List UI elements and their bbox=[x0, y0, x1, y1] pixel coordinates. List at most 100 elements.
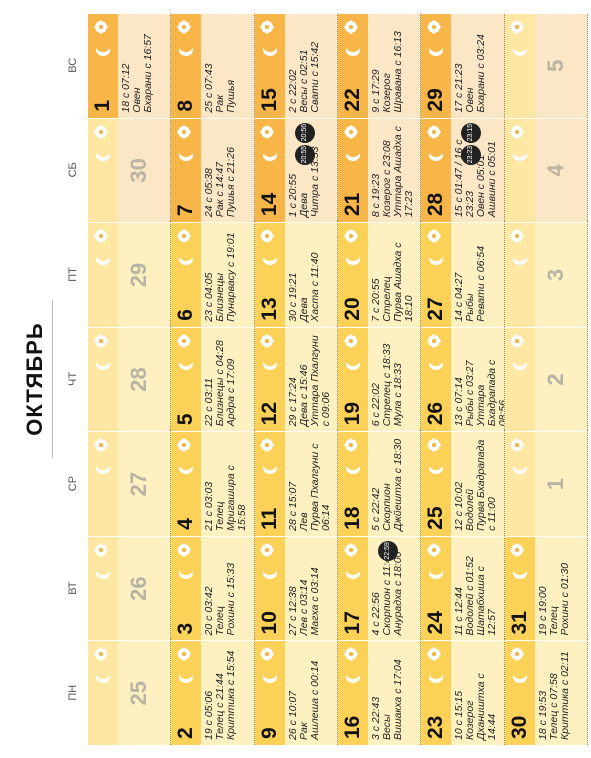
day-info: 5 с 22:42 Скорпион Джйештха с 18:30 bbox=[368, 432, 407, 536]
day-number: 27 bbox=[424, 297, 448, 321]
badges: 20:55 20:56 bbox=[294, 122, 315, 165]
day-cell: 22 9 с 17:29 Козерог Шравана с 16:13 bbox=[338, 13, 422, 118]
icons bbox=[427, 229, 446, 265]
day-band: 31 bbox=[504, 536, 535, 641]
moon-icon bbox=[513, 40, 527, 52]
day-cell: 27 bbox=[88, 431, 172, 536]
icons bbox=[343, 334, 363, 370]
day-cell: 5 bbox=[504, 13, 588, 118]
day-band bbox=[88, 223, 118, 327]
day-band bbox=[504, 14, 535, 118]
info-line: Шравана с 16:13 bbox=[392, 31, 404, 113]
day-cell: 30 bbox=[88, 117, 172, 223]
weekday: ВС bbox=[67, 57, 79, 73]
icons bbox=[343, 438, 363, 474]
icons bbox=[177, 647, 196, 683]
day-info: 10 с 15:15 Козерог Дхаништха с 14:44 bbox=[451, 641, 501, 745]
day-number: 10 bbox=[257, 611, 281, 635]
flower-icon bbox=[510, 334, 529, 348]
day-number-muted: 25 bbox=[126, 680, 151, 706]
time-badge: 23:23 bbox=[461, 144, 482, 165]
day-cell: 1 bbox=[504, 431, 588, 536]
day-band: 25 bbox=[421, 432, 452, 536]
moon-icon bbox=[346, 667, 360, 679]
flower-icon bbox=[177, 334, 196, 348]
flower-icon bbox=[93, 229, 113, 243]
weekday: ПТ bbox=[67, 267, 79, 282]
icons bbox=[260, 543, 279, 579]
icons bbox=[427, 647, 446, 683]
icons bbox=[260, 438, 279, 474]
day-band: 8 bbox=[171, 14, 202, 118]
moon-icon bbox=[346, 40, 360, 52]
day-cell: 25 bbox=[88, 640, 172, 745]
day-cell: 26 bbox=[88, 535, 172, 641]
info-line: Пурва Пхалгуни с 06:14 bbox=[308, 443, 332, 531]
day-cell: 13 30 с 19:21 Дева Хаста с 11:40 bbox=[254, 222, 338, 327]
day-band bbox=[88, 327, 118, 432]
day-number: 31 bbox=[507, 611, 531, 635]
info-line: Мригашира с 15:58 bbox=[225, 465, 249, 531]
day-number: 25 bbox=[424, 506, 448, 530]
day-cell: 8 25 с 07:43 Рак Пушья bbox=[171, 13, 255, 118]
icons bbox=[177, 543, 196, 579]
info-line: Уттара Ашадха с 17:23 bbox=[392, 126, 415, 218]
flower-icon bbox=[93, 543, 113, 557]
icons bbox=[510, 229, 529, 265]
weekday: ВТ bbox=[67, 581, 79, 595]
flower-icon bbox=[427, 438, 446, 452]
day-cell: 6 23 с 04:05 Близнецы Пунарвасу с 19:01 bbox=[171, 222, 255, 327]
day-band bbox=[88, 118, 118, 223]
day-band: 28 bbox=[421, 118, 452, 223]
day-cell: 3 20 с 03:42 Телец Рохини с 15:33 bbox=[171, 535, 255, 641]
moon-icon bbox=[346, 563, 360, 575]
day-cell: 4 bbox=[504, 117, 588, 223]
day-info: 24 с 05:38 Рак с 14:47 Пушья с 21:26 bbox=[201, 119, 240, 223]
info-line: Телец с 07:58 bbox=[547, 673, 560, 740]
info-line: Пунарвасу с 19:01 bbox=[225, 232, 238, 322]
icons bbox=[427, 334, 446, 370]
icons bbox=[343, 647, 363, 683]
day-band: 24 bbox=[421, 536, 452, 641]
flower-icon bbox=[93, 20, 113, 34]
moon-icon bbox=[346, 145, 360, 157]
day-cell: 4 21 с 03:03 Телец Мригашира с 15:58 bbox=[171, 431, 255, 536]
day-band bbox=[88, 536, 118, 641]
day-band: 9 bbox=[254, 641, 285, 745]
flower-icon bbox=[427, 124, 446, 139]
day-number: 23 bbox=[424, 715, 448, 739]
day-number: 18 bbox=[341, 506, 364, 530]
flower-icon bbox=[343, 438, 363, 452]
icons bbox=[93, 20, 113, 56]
day-cell: 15 2 с 22:02 Весы с 02:51 Свати с 15:42 bbox=[254, 13, 338, 118]
icons bbox=[93, 543, 113, 579]
day-band: 5 bbox=[171, 327, 202, 432]
info-line: Ардра с 17:09 bbox=[225, 358, 238, 427]
info-line: Уттара Бхадрапада с 08:56 bbox=[475, 359, 505, 427]
flower-icon bbox=[427, 334, 446, 348]
day-band: 21 bbox=[338, 118, 368, 223]
flower-icon bbox=[177, 647, 196, 662]
day-number: 21 bbox=[341, 192, 364, 217]
flower-icon bbox=[427, 20, 446, 34]
day-info: 18 с 07:12 Овен Бхарани с 16:57 bbox=[118, 14, 157, 118]
info-line: Джйештха с 18:30 bbox=[392, 438, 404, 531]
moon-icon bbox=[513, 145, 527, 157]
day-info: 11 с 12:44 Водолей с 01:52 Шатабхиша с 12:… bbox=[451, 537, 501, 641]
day-cell: 16 3 с 22:43 Весы Вишакха с 17:04 bbox=[338, 640, 422, 745]
day-band: 3 bbox=[171, 536, 202, 641]
day-cell: 9 26 с 10:07 Рак Ашлеша с 00:14 bbox=[254, 640, 338, 745]
moon-icon bbox=[96, 145, 110, 157]
icons bbox=[177, 334, 196, 370]
day-number: 26 bbox=[424, 401, 448, 426]
day-cell: 14 1 с 20:55 Дева Читра с 13:53 20:55 20:56 bbox=[254, 117, 338, 223]
info-line: 27 с 12:38 bbox=[286, 586, 299, 636]
flower-icon bbox=[510, 20, 529, 34]
icons bbox=[93, 229, 113, 265]
day-cell: 27 14 с 04:27 Рыбы Ревати с 06:54 bbox=[421, 222, 505, 327]
flower-icon bbox=[510, 438, 529, 452]
day-info: 12 с 10:02 Водолей Пурва Бхадрапада с 11:0… bbox=[451, 432, 501, 536]
moon-icon bbox=[179, 40, 193, 52]
day-cell: 21 8 с 19:23 Козерог с 23:08 Уттара Ашадха … bbox=[338, 117, 422, 223]
flower-icon bbox=[427, 647, 446, 662]
